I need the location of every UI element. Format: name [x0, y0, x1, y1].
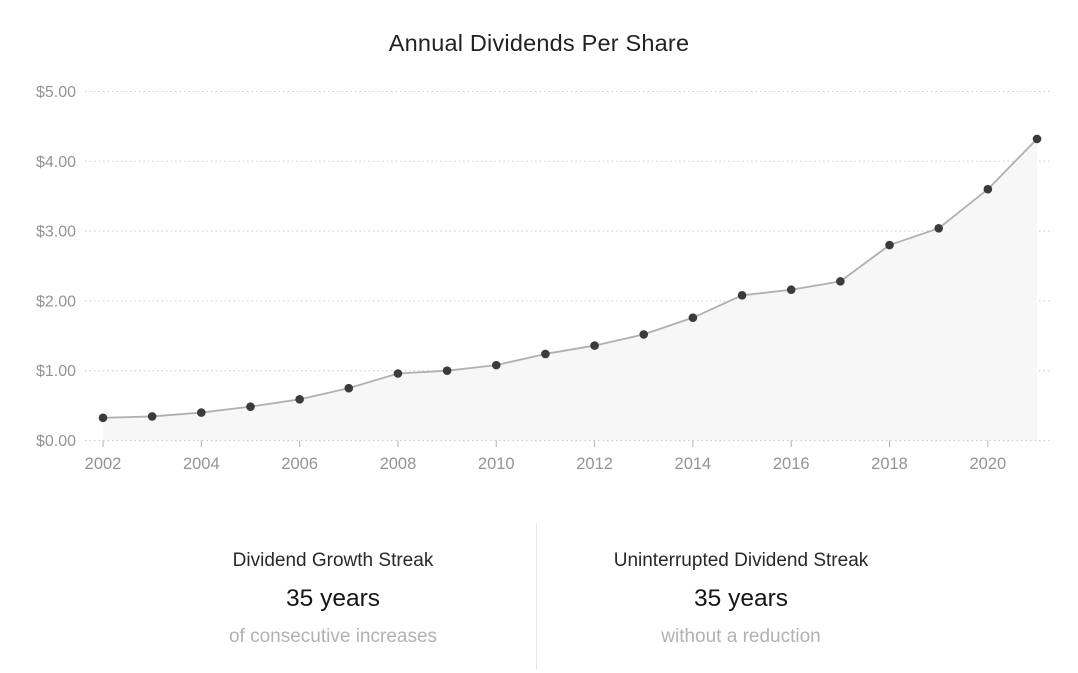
stat-sublabel: without a reduction: [661, 626, 821, 647]
data-point: [737, 291, 747, 300]
data-point: [295, 395, 304, 404]
y-tick-label: $1.00: [36, 363, 76, 380]
x-tick-label: 2004: [183, 455, 220, 473]
chart-title: Annual Dividends Per Share: [388, 30, 690, 56]
x-tick-label: 2006: [281, 455, 318, 473]
data-point: [983, 184, 993, 194]
data-point: [541, 349, 550, 359]
data-point: [590, 341, 599, 350]
data-point: [393, 369, 403, 378]
data-point: [688, 313, 698, 322]
dividend-streak-stats: Dividend Growth Streak 35 years of conse…: [0, 523, 1078, 673]
data-points: [98, 134, 1042, 423]
annual-dividends-chart: 2002 2004 2006 2008 2010 2012 2014 2016 2018 2020…: [36, 84, 1050, 473]
data-point: [934, 224, 943, 233]
data-point: [197, 408, 206, 417]
stat-value: 35 years: [286, 585, 380, 612]
stat-label: Uninterrupted Dividend Streak: [613, 550, 869, 571]
y-axis-labels: $0.00 $1.00 $2.00 $3.00 $4.00 $5.00: [36, 84, 76, 450]
data-point: [786, 285, 796, 295]
area-fill: [103, 138, 1037, 441]
data-point: [1032, 134, 1042, 144]
stat-value: 35 years: [694, 585, 788, 612]
x-tick-label: 2016: [773, 455, 810, 473]
stat-uninterrupted-dividend-streak: Uninterrupted Dividend Streak 35 years w…: [539, 548, 943, 649]
data-point: [147, 412, 157, 421]
x-tick-label: 2018: [871, 455, 908, 473]
data-point: [491, 360, 501, 370]
stat-dividend-growth-streak: Dividend Growth Streak 35 years of conse…: [131, 548, 535, 649]
stat-label: Dividend Growth Streak: [232, 550, 434, 571]
x-tick-label: 2008: [380, 455, 417, 473]
data-point: [836, 277, 845, 286]
y-tick-label: $0.00: [36, 433, 76, 450]
y-tick-label: $5.00: [36, 84, 76, 101]
y-tick-label: $2.00: [36, 293, 76, 310]
y-tick-label: $3.00: [36, 224, 76, 241]
x-tick-label: 2014: [675, 455, 712, 473]
x-tick-label: 2010: [478, 455, 515, 473]
x-axis-labels: 2002 2004 2006 2008 2010 2012 2014 2016 2018 2020: [85, 455, 1007, 473]
x-tick-label: 2012: [576, 455, 613, 473]
x-tick-label: 2020: [969, 455, 1006, 473]
data-point: [98, 413, 108, 423]
data-point: [885, 240, 894, 250]
data-point: [246, 402, 255, 411]
data-point: [442, 366, 452, 376]
x-tick-label: 2002: [85, 455, 122, 473]
stats-divider: [536, 523, 537, 670]
y-tick-label: $4.00: [36, 154, 76, 171]
data-point: [344, 383, 354, 393]
x-axis-ticks: [102, 440, 989, 447]
dividend-line: [102, 138, 1038, 419]
stat-sublabel: of consecutive increases: [228, 626, 438, 647]
data-point: [639, 330, 649, 339]
